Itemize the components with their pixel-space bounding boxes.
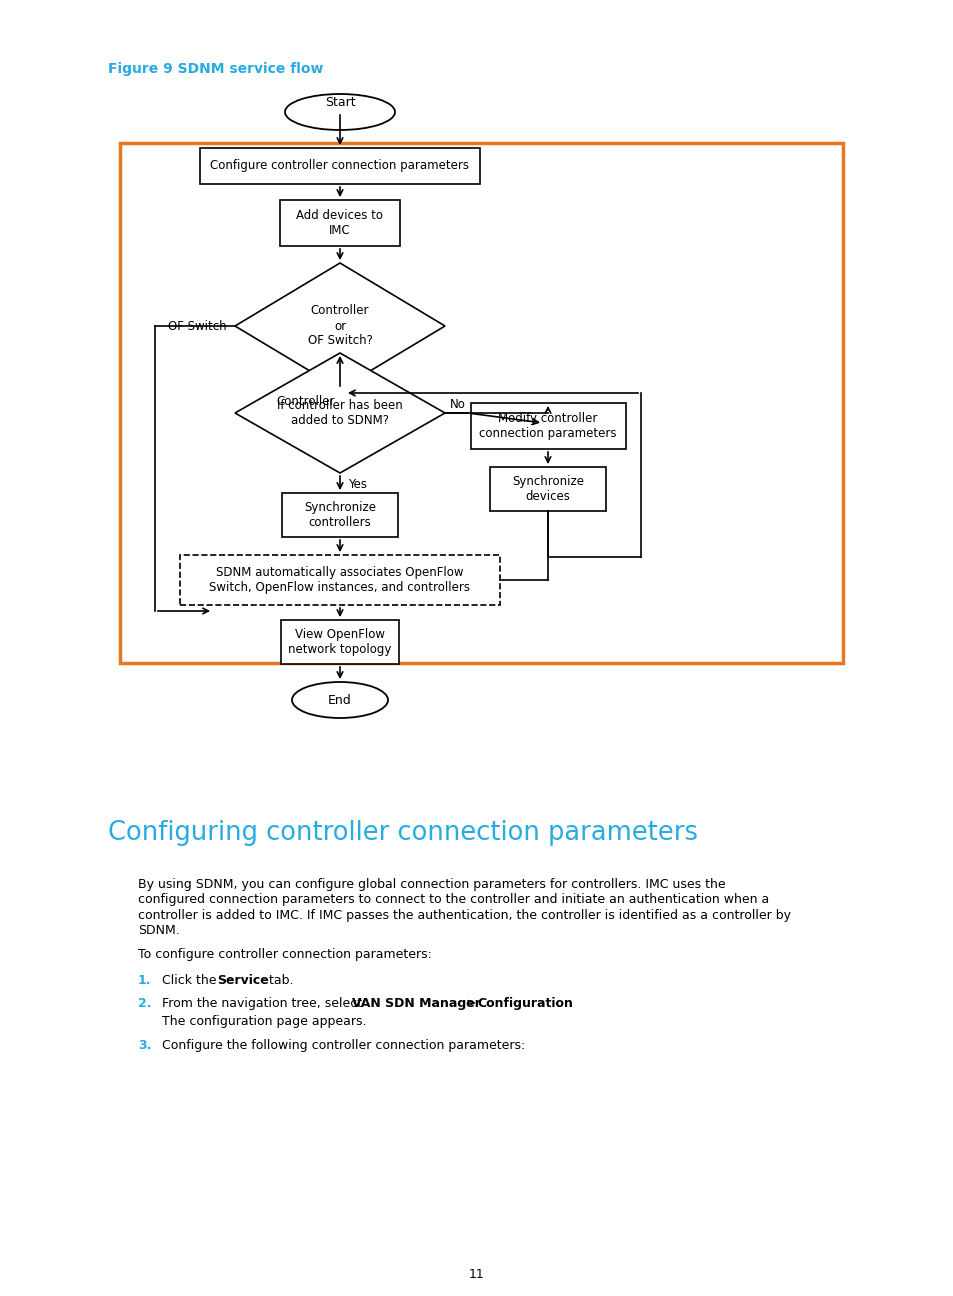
Text: Yes: Yes (348, 478, 367, 491)
Bar (280, 200, 399, 246)
Text: SDNM automatically associates OpenFlow
Switch, OpenFlow instances, and controlle: SDNM automatically associates OpenFlow S… (210, 566, 470, 594)
Text: Synchronize
devices: Synchronize devices (512, 476, 583, 503)
Text: Controller: Controller (276, 395, 335, 408)
Bar (200, 148, 479, 184)
Bar (180, 555, 499, 605)
Text: configured connection parameters to connect to the controller and initiate an au: configured connection parameters to conn… (138, 893, 768, 906)
Polygon shape (234, 263, 444, 389)
Text: 2.: 2. (138, 997, 152, 1010)
Text: Controller
or
OF Switch?: Controller or OF Switch? (307, 305, 372, 347)
Bar (471, 403, 625, 448)
Bar (490, 467, 605, 511)
Text: VAN SDN Manager: VAN SDN Manager (352, 997, 480, 1010)
Text: tab.: tab. (265, 973, 294, 986)
Text: Configuration: Configuration (476, 997, 572, 1010)
Text: 3.: 3. (138, 1039, 152, 1052)
Text: View OpenFlow
network topology: View OpenFlow network topology (288, 629, 392, 656)
Text: To configure controller connection parameters:: To configure controller connection param… (138, 947, 432, 962)
Text: Configuring controller connection parameters: Configuring controller connection parame… (108, 820, 698, 846)
Ellipse shape (285, 95, 395, 130)
Text: >: > (461, 997, 480, 1010)
Text: End: End (328, 693, 352, 706)
Text: SDNM.: SDNM. (138, 924, 179, 937)
Ellipse shape (292, 682, 388, 718)
Text: 11: 11 (469, 1267, 484, 1280)
Text: Add devices to
IMC: Add devices to IMC (296, 209, 383, 237)
Text: 1.: 1. (138, 973, 152, 986)
Text: Figure 9 SDNM service flow: Figure 9 SDNM service flow (108, 62, 323, 76)
Text: Configure controller connection parameters: Configure controller connection paramete… (211, 159, 469, 172)
Bar (281, 619, 398, 664)
Bar (120, 143, 842, 664)
Text: Synchronize
controllers: Synchronize controllers (304, 502, 375, 529)
Text: Click the: Click the (162, 973, 220, 986)
Text: Start: Start (324, 96, 355, 109)
Text: .: . (557, 997, 560, 1010)
Text: If controller has been
added to SDNM?: If controller has been added to SDNM? (276, 399, 402, 426)
Text: Modify controller
connection parameters: Modify controller connection parameters (478, 412, 616, 441)
Text: By using SDNM, you can configure global connection parameters for controllers. I: By using SDNM, you can configure global … (138, 877, 725, 892)
Polygon shape (234, 353, 444, 473)
Text: controller is added to IMC. If IMC passes the authentication, the controller is : controller is added to IMC. If IMC passe… (138, 908, 790, 921)
Text: Configure the following controller connection parameters:: Configure the following controller conne… (162, 1039, 525, 1052)
Text: OF Switch: OF Switch (168, 320, 227, 333)
Text: From the navigation tree, select: From the navigation tree, select (162, 997, 366, 1010)
Text: No: No (450, 398, 465, 412)
Text: The configuration page appears.: The configuration page appears. (162, 1016, 366, 1029)
Bar (282, 492, 397, 537)
Text: Service: Service (216, 973, 269, 986)
